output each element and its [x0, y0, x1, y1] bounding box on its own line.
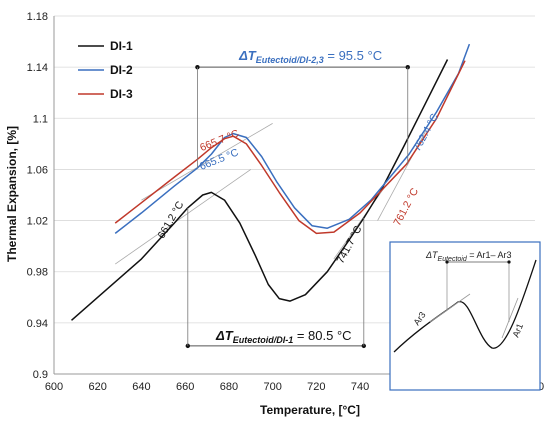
y-tick-label: 0.94	[27, 318, 48, 330]
temperature-label: 762.4 °C	[411, 111, 441, 153]
x-tick-label: 660	[176, 381, 194, 393]
x-tick-label: 680	[220, 381, 238, 393]
y-tick-label: 1.02	[27, 216, 48, 228]
y-tick-label: 1.06	[27, 164, 48, 176]
x-tick-label: 720	[307, 381, 325, 393]
legend: DI-1 DI-2 DI-3	[78, 39, 133, 101]
tangent-lines	[114, 123, 427, 265]
delta-t-bottom-label: ΔTEutectoid/DI-1 = 80.5 °C	[215, 328, 352, 345]
y-axis-title: Thermal Expansion, [%]	[5, 126, 19, 262]
x-axis-title: Temperature, [°C]	[260, 403, 360, 417]
temperature-label: 761.2 °C	[391, 186, 421, 228]
inset-label-ar1: Ar1	[511, 322, 526, 339]
inset-tangent	[501, 297, 519, 339]
y-tick-label: 0.98	[27, 267, 48, 279]
x-tick-label: 740	[351, 381, 369, 393]
x-tick-label: 700	[263, 381, 281, 393]
series-line-di-1	[71, 59, 449, 321]
tangent-line	[141, 123, 273, 201]
series-line-di-2	[114, 43, 471, 234]
x-tick-label: 600	[45, 381, 63, 393]
y-tick-label: 1.1	[33, 113, 48, 125]
inset-tangent	[429, 293, 471, 323]
temperature-label: 741.7 °C	[335, 223, 365, 265]
series-lines	[71, 43, 471, 321]
inset-bracket-dot	[507, 260, 511, 264]
inset-frame	[389, 241, 541, 391]
temperature-label: 661.2 °C	[156, 199, 187, 241]
tangent-line	[114, 169, 252, 265]
y-tick-label: 1.18	[27, 11, 48, 23]
x-tick-label: 640	[132, 381, 150, 393]
delta-t-top-label: ΔTEutectoid/DI-2,3 = 95.5 °C	[238, 48, 382, 65]
grid-lines	[54, 15, 535, 375]
delta-t-brackets: ΔTEutectoid/DI-2,3 = 95.5 °C ΔTEutectoid/…	[185, 48, 410, 349]
x-tick-label: 620	[89, 381, 107, 393]
inset-bracket-dot	[445, 260, 449, 264]
inset-formula: ΔTEutectoid = Ar1– Ar3	[425, 250, 512, 263]
legend-label-di-2: DI-2	[110, 63, 133, 77]
series-line-di-3	[114, 60, 466, 235]
y-tick-label: 1.14	[27, 62, 48, 74]
legend-label-di-3: DI-3	[110, 87, 133, 101]
y-tick-label: 0.9	[33, 369, 48, 381]
legend-label-di-1: DI-1	[110, 39, 133, 53]
